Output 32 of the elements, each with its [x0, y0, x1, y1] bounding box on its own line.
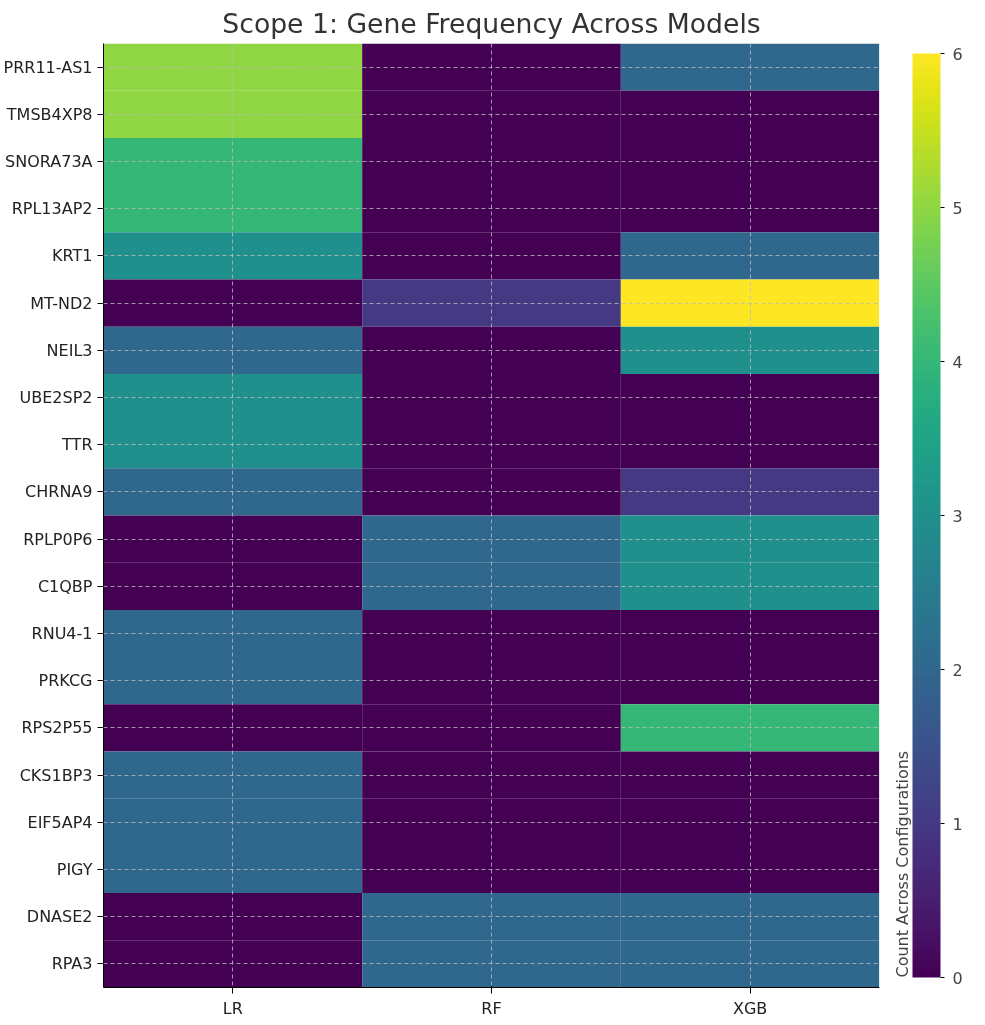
y-tick-label: CKS1BP3: [19, 765, 93, 785]
color-bar-label: 1: [952, 814, 963, 834]
y-tick-label: CHRNA9: [25, 482, 93, 502]
color-bar-label: 3: [952, 506, 963, 526]
y-tick-label: RPL13AP2: [11, 199, 93, 219]
y-tick-label: C1QBP: [37, 576, 93, 596]
y-tick-label: UBE2SP2: [19, 388, 93, 407]
y-tick-label: RPLP0P6: [23, 529, 93, 549]
y-tick-label: RPS2P55: [21, 718, 93, 738]
x-tick-label: RF: [481, 998, 502, 1018]
x-tick-label: LR: [222, 998, 243, 1018]
y-tick-label: KRT1: [52, 246, 93, 266]
color-bar-label: 5: [952, 198, 963, 218]
y-tick-label: SNORA73A: [5, 152, 93, 171]
y-tick-label: TMSB4XP8: [5, 104, 93, 124]
y-tick-label: EIF5AP4: [27, 812, 93, 832]
x-tick-label: XGB: [733, 998, 768, 1018]
y-tick-label: PRKCG: [38, 671, 93, 691]
color-bar-label: 6: [952, 44, 963, 64]
color-bar-title: Count Across Configurations: [892, 750, 912, 978]
y-tick-label: DNASE2: [26, 907, 93, 927]
y-tick-label: RPA3: [51, 954, 93, 974]
y-tick-label: MT-ND2: [30, 293, 93, 313]
y-tick-label: NEIL3: [46, 340, 93, 360]
y-tick-label: TTR: [61, 435, 93, 455]
y-tick-label: PIGY: [56, 860, 93, 879]
y-tick-label: PRR11-AS1: [3, 57, 93, 77]
chart-title: Scope 1: Gene Frequency Across Models: [222, 7, 761, 39]
color-bar-label: 0: [952, 968, 963, 988]
y-tick-label: RNU4-1: [31, 624, 93, 643]
color-bar-label: 2: [952, 660, 963, 680]
color-bar-label: 4: [952, 352, 963, 372]
